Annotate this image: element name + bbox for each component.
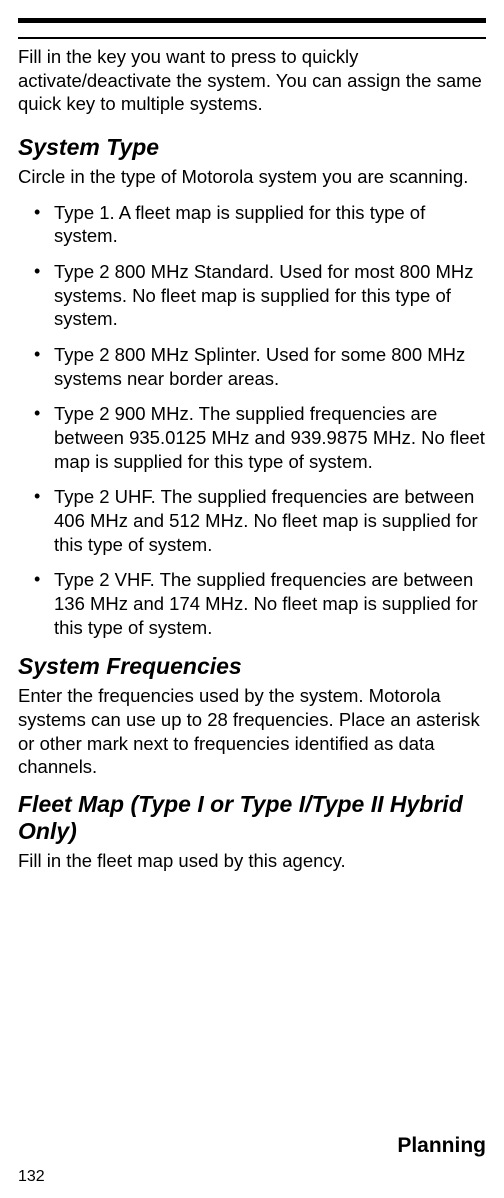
top-rule-thin <box>18 37 486 39</box>
list-item: Type 1. A fleet map is supplied for this… <box>18 201 486 248</box>
list-item: Type 2 900 MHz. The supplied frequencies… <box>18 402 486 473</box>
paragraph-system-frequencies: Enter the frequencies used by the system… <box>18 684 486 779</box>
list-item: Type 2 UHF. The supplied frequencies are… <box>18 485 486 556</box>
heading-system-type: System Type <box>18 134 486 161</box>
paragraph-system-type: Circle in the type of Motorola system yo… <box>18 165 486 189</box>
list-item: Type 2 800 MHz Standard. Used for most 8… <box>18 260 486 331</box>
list-item: Type 2 VHF. The supplied frequencies are… <box>18 568 486 639</box>
footer-section-title: Planning <box>397 1134 486 1158</box>
heading-fleet-map: Fleet Map (Type I or Type I/Type II Hybr… <box>18 791 486 845</box>
page-container: Fill in the key you want to press to qui… <box>0 18 504 1198</box>
paragraph-fleet-map: Fill in the fleet map used by this agenc… <box>18 849 486 873</box>
list-item: Type 2 800 MHz Splinter. Used for some 8… <box>18 343 486 390</box>
bullet-list-system-type: Type 1. A fleet map is supplied for this… <box>18 201 486 640</box>
intro-paragraph: Fill in the key you want to press to qui… <box>18 45 486 116</box>
heading-system-frequencies: System Frequencies <box>18 653 486 680</box>
top-rule-thick <box>18 18 486 23</box>
page-number: 132 <box>18 1168 45 1186</box>
